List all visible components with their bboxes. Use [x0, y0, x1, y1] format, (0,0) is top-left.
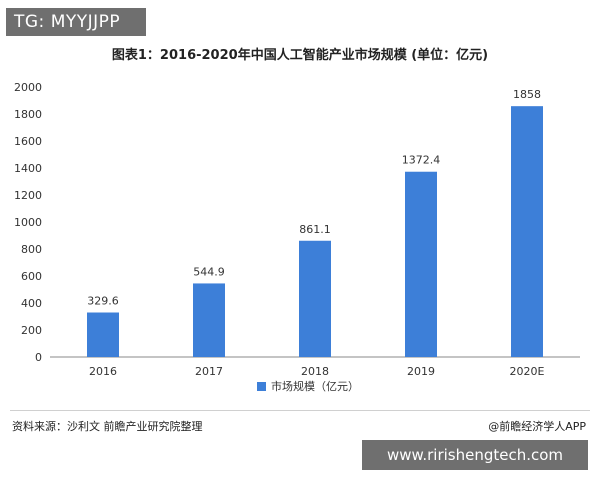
y-tick-label: 800: [21, 243, 42, 256]
y-tick-label: 1000: [14, 216, 42, 229]
y-tick-label: 200: [21, 324, 42, 337]
y-tick-label: 1800: [14, 108, 42, 121]
bar-2017: [193, 283, 225, 357]
data-label-2019: 1372.4: [402, 154, 441, 167]
chart-title: 图表1：2016-2020年中国人工智能产业市场规模 (单位：亿元): [111, 48, 489, 63]
y-tick-label: 1400: [14, 162, 42, 175]
x-tick-label-2016: 2016: [89, 365, 117, 378]
x-tick-label-2020E: 2020E: [510, 365, 545, 378]
bar-2019: [405, 171, 437, 357]
bar-chart: 0 200 400 600 800 1000 1200 1400 1600 1800 2000 329…: [14, 81, 580, 393]
y-tick-label: 1200: [14, 189, 42, 202]
y-tick-label: 1600: [14, 135, 42, 148]
credit-note: @前瞻经济学人APP: [488, 420, 586, 433]
bar-2018: [299, 240, 331, 357]
source-note: 资料来源：沙利文 前瞻产业研究院整理: [12, 420, 203, 433]
y-tick-label: 0: [35, 351, 42, 364]
y-tick-label: 2000: [14, 81, 42, 94]
bar-2016: [87, 312, 119, 357]
legend-swatch: [257, 382, 266, 391]
data-label-2018: 861.1: [299, 223, 331, 236]
legend-label: 市场规模（亿元）: [271, 379, 359, 393]
x-tick-label-2019: 2019: [407, 365, 435, 378]
data-label-2016: 329.6: [87, 295, 119, 308]
watermark-badge: TG: MYYJJPP: [6, 8, 146, 36]
bar-2020E: [511, 106, 543, 357]
url-watermark: www.ririshengtech.com: [362, 440, 588, 470]
data-label-2020E: 1858: [513, 88, 541, 101]
data-label-2017: 544.9: [193, 265, 225, 278]
y-tick-label: 400: [21, 297, 42, 310]
x-tick-label-2018: 2018: [301, 365, 329, 378]
y-tick-label: 600: [21, 270, 42, 283]
x-tick-label-2017: 2017: [195, 365, 223, 378]
footer-divider: [10, 410, 590, 411]
